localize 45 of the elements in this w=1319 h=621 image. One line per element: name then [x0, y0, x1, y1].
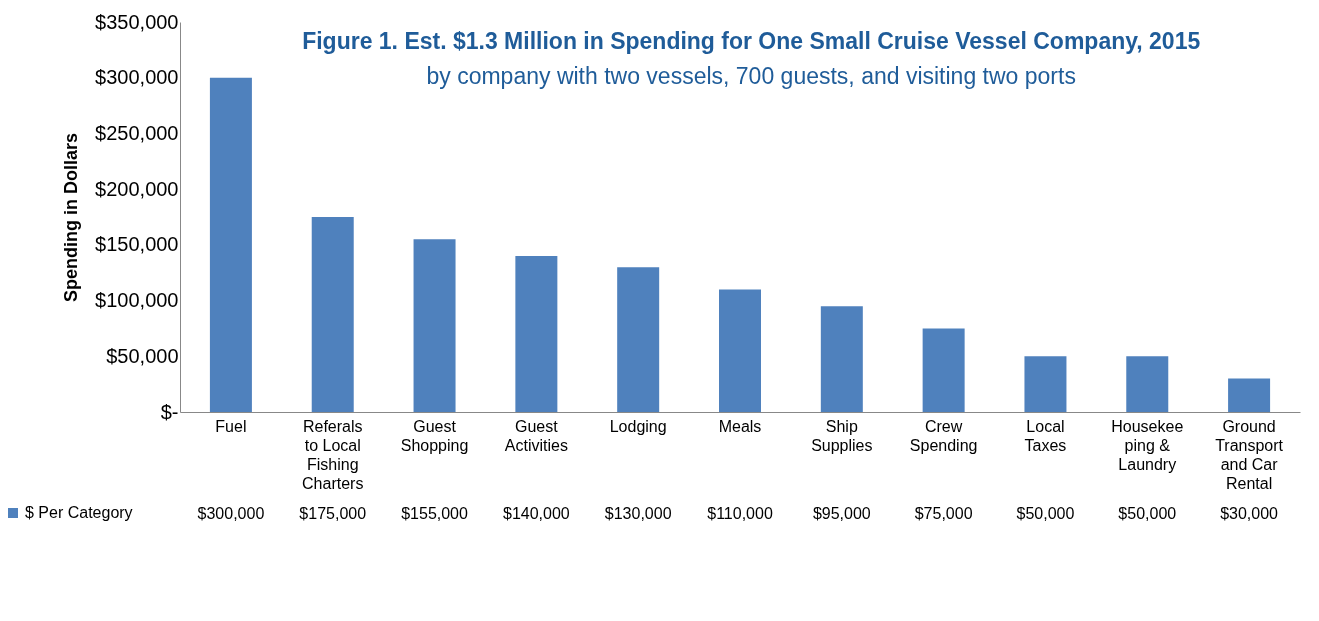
- y-tick-label: $100,000: [95, 289, 179, 312]
- x-tick-label: Fuel: [215, 417, 247, 435]
- bar: [1126, 356, 1169, 412]
- y-tick-label: $-: [160, 400, 179, 423]
- text: by company with two vessels, 700 guests, and visiting two ports: [426, 63, 1076, 89]
- bar: [209, 77, 252, 412]
- x-tick-label: Ship Supplies: [811, 417, 873, 454]
- text: $50,000: [1016, 505, 1075, 522]
- bar: [413, 239, 456, 412]
- bar: [922, 328, 965, 412]
- text: $95,000: [812, 505, 871, 522]
- bar: [1024, 356, 1067, 412]
- x-tick-label: Local Taxes: [1024, 417, 1067, 454]
- text: $155,000: [401, 505, 468, 522]
- bar: [617, 267, 660, 412]
- bar: [719, 289, 761, 412]
- text: $140,000: [503, 505, 570, 522]
- bar: [515, 256, 558, 412]
- bar: [1228, 378, 1271, 412]
- chart-title: Figure 1. Est. $1.3 Million in Spending for One Small Cruise Vessel Company, 2015: [302, 28, 1201, 54]
- x-tick-label: Referals to Local Fishing Charters: [302, 417, 364, 492]
- text: $300,000: [197, 505, 265, 522]
- text: $30,000: [1220, 505, 1279, 522]
- bar: [311, 217, 354, 412]
- x-tick-label: Meals: [718, 417, 762, 435]
- x-tick-label: Crew Spending: [909, 417, 978, 454]
- y-tick-label: $250,000: [95, 121, 179, 144]
- text: $110,000: [707, 505, 773, 522]
- text: $175,000: [299, 505, 367, 522]
- y-tick-label: $150,000: [95, 233, 179, 256]
- y-tick-label: $50,000: [106, 344, 179, 367]
- text: $50,000: [1118, 505, 1177, 522]
- y-tick-label: $350,000: [95, 10, 179, 33]
- bar: [820, 306, 863, 412]
- text: $130,000: [604, 505, 672, 522]
- x-tick-label: Guest Activities: [504, 417, 568, 454]
- y-axis-title: Spending in Dollars: [61, 132, 82, 303]
- x-tick-label: Ground Transport and Car Rental: [1215, 417, 1284, 492]
- y-tick-label: $200,000: [95, 177, 179, 200]
- legend-label: $ Per Category: [25, 504, 133, 521]
- x-tick-label: Lodging: [609, 417, 667, 435]
- y-tick-label: $300,000: [95, 66, 179, 89]
- text: $75,000: [914, 505, 973, 522]
- x-tick-label: Housekee ping & Laundry: [1111, 417, 1184, 473]
- x-tick-label: Guest Shopping: [400, 417, 469, 454]
